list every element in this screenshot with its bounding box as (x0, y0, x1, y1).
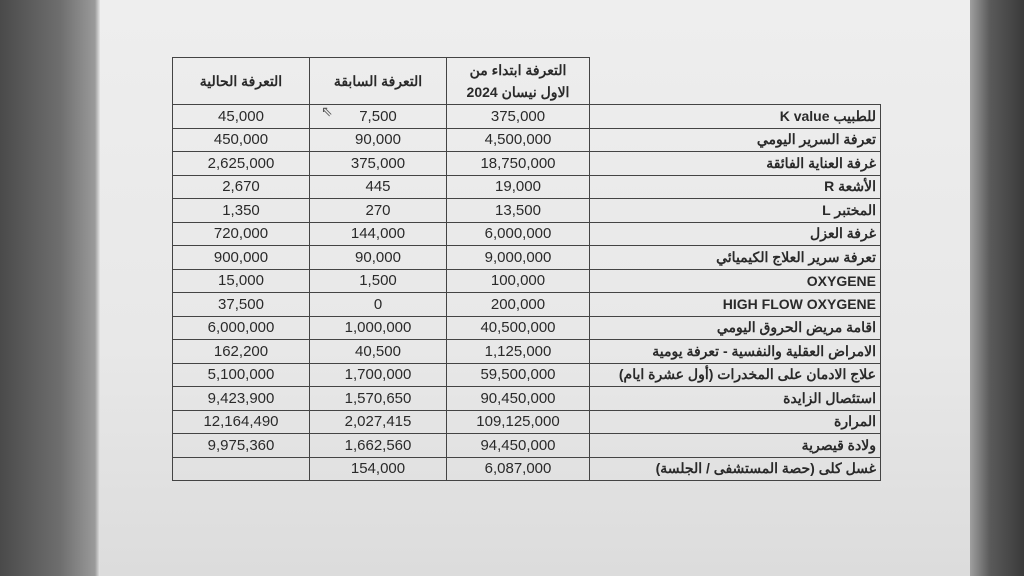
header-from-april-line1: التعرفة ابتداء من (469, 62, 567, 78)
cell-current: 6,000,000 (172, 315, 310, 340)
cell-current: 450,000 (172, 127, 310, 152)
cell-current: 720,000 (172, 221, 310, 246)
table-row: 154,000 6,087,000 غسل كلى (حصة المستشفى / … (172, 456, 881, 481)
tariff-table: التعرفة الحالية التعرفة السابقة التعرفة … (172, 57, 881, 481)
cell-previous: 0 (309, 292, 447, 317)
row-label: غرفة العزل (589, 221, 881, 246)
table-row: 45,000 7,500 375,000 للطبيب K value (172, 104, 881, 129)
cell-current: 2,670 (172, 174, 310, 199)
row-label: الامراض العقلية والنفسية - تعرفة يومية (589, 339, 881, 364)
cell-from-april: 18,750,000 (446, 151, 590, 176)
table-row: 12,164,490 2,027,415 109,125,000 المرارة (172, 409, 881, 434)
cell-previous: 270 (309, 198, 447, 223)
table-row: 1,350 270 13,500 المختبر L (172, 198, 881, 223)
row-label: تعرفة السرير اليومي (589, 127, 881, 152)
cell-previous: 40,500 (309, 339, 447, 364)
cell-current: 5,100,000 (172, 362, 310, 387)
cell-current: 162,200 (172, 339, 310, 364)
row-label: غسل كلى (حصة المستشفى / الجلسة) (589, 456, 881, 481)
row-label: المختبر L (589, 198, 881, 223)
cell-from-april: 19,000 (446, 174, 590, 199)
cell-from-april: 6,087,000 (446, 456, 590, 481)
cell-from-april: 200,000 (446, 292, 590, 317)
cell-previous: 1,500 (309, 268, 447, 293)
table-row: 15,000 1,500 100,000 OXYGENE (172, 268, 881, 293)
table-row: 5,100,000 1,700,000 59,500,000 علاج الادمان… (172, 362, 881, 387)
table-row: 6,000,000 1,000,000 40,500,000 اقامة مريض ا… (172, 315, 881, 340)
cell-previous: 375,000 (309, 151, 447, 176)
cell-current: 12,164,490 (172, 409, 310, 434)
cell-current: 2,625,000 (172, 151, 310, 176)
table-row: 37,500 0 200,000 HIGH FLOW OXYGENE (172, 292, 881, 317)
table-row: 450,000 90,000 4,500,000 تعرفة السرير اليوم… (172, 127, 881, 152)
cell-current (172, 456, 310, 481)
cell-previous: 90,000 (309, 245, 447, 270)
cell-from-april: 9,000,000 (446, 245, 590, 270)
cell-previous: 1,000,000 (309, 315, 447, 340)
row-label: تعرفة سرير العلاج الكيميائي (589, 245, 881, 270)
cell-previous: 1,662,560 (309, 433, 447, 458)
cell-from-april: 94,450,000 (446, 433, 590, 458)
cell-from-april: 59,500,000 (446, 362, 590, 387)
header-row: التعرفة الحالية التعرفة السابقة التعرفة … (172, 57, 881, 105)
cell-from-april: 1,125,000 (446, 339, 590, 364)
cell-from-april: 13,500 (446, 198, 590, 223)
cell-previous: 90,000 (309, 127, 447, 152)
mouse-cursor-icon: ⇖ (321, 103, 333, 119)
row-label: استئصال الزايدة (589, 386, 881, 411)
table-row: 900,000 90,000 9,000,000 تعرفة سرير العلاج … (172, 245, 881, 270)
cell-from-april: 375,000 (446, 104, 590, 129)
row-label: علاج الادمان على المخدرات (أول عشرة ايام… (589, 362, 881, 387)
cell-previous: 144,000 (309, 221, 447, 246)
cell-current: 900,000 (172, 245, 310, 270)
row-label: HIGH FLOW OXYGENE (589, 292, 881, 317)
table-row: 162,200 40,500 1,125,000 الامراض العقلية وا… (172, 339, 881, 364)
row-label: اقامة مريض الحروق اليومي (589, 315, 881, 340)
cell-from-april: 4,500,000 (446, 127, 590, 152)
cell-previous: 7,500 (309, 104, 447, 129)
cell-current: 9,423,900 (172, 386, 310, 411)
cell-from-april: 6,000,000 (446, 221, 590, 246)
header-from-april-line2: الاول نيسان 2024 (466, 84, 570, 100)
cell-previous: 1,700,000 (309, 362, 447, 387)
row-label: للطبيب K value (589, 104, 881, 129)
table-row: 9,423,900 1,570,650 90,450,000 استئصال الزا… (172, 386, 881, 411)
cell-previous: 1,570,650 (309, 386, 447, 411)
cell-previous: 154,000 (309, 456, 447, 481)
cell-previous: 2,027,415 (309, 409, 447, 434)
cell-from-april: 90,450,000 (446, 386, 590, 411)
row-label: الأشعة R (589, 174, 881, 199)
row-label: ولادة قيصرية (589, 433, 881, 458)
cell-from-april: 100,000 (446, 268, 590, 293)
header-from-april: التعرفة ابتداء من الاول نيسان 2024 (446, 57, 590, 105)
cell-current: 37,500 (172, 292, 310, 317)
table-row: 720,000 144,000 6,000,000 غرفة العزل (172, 221, 881, 246)
table-row: 9,975,360 1,662,560 94,450,000 ولادة قيصرية (172, 433, 881, 458)
table-row: 2,670 445 19,000 الأشعة R (172, 174, 881, 199)
row-label: OXYGENE (589, 268, 881, 293)
row-label: غرفة العناية الفائقة (589, 151, 881, 176)
cell-from-april: 109,125,000 (446, 409, 590, 434)
table-row: 2,625,000 375,000 18,750,000 غرفة العناية ا… (172, 151, 881, 176)
header-current: التعرفة الحالية (172, 57, 310, 105)
cell-current: 45,000 (172, 104, 310, 129)
header-label-blank (589, 57, 881, 105)
header-previous: التعرفة السابقة (309, 57, 447, 105)
cell-previous: 445 (309, 174, 447, 199)
row-label: المرارة (589, 409, 881, 434)
cell-current: 1,350 (172, 198, 310, 223)
cell-current: 9,975,360 (172, 433, 310, 458)
cell-current: 15,000 (172, 268, 310, 293)
cell-from-april: 40,500,000 (446, 315, 590, 340)
